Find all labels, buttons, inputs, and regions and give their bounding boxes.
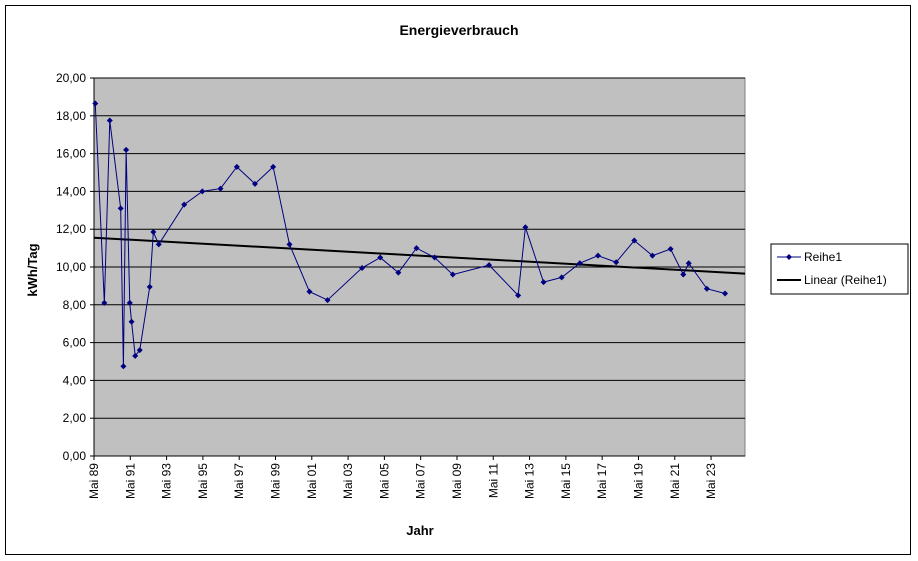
x-tick-label: Mai 97: [232, 463, 246, 499]
chart-title: Energieverbrauch: [399, 22, 518, 38]
data-point: [515, 292, 522, 299]
data-point: [540, 279, 547, 286]
data-point: [146, 283, 153, 290]
data-point: [324, 297, 331, 304]
x-axis-title: Jahr: [406, 523, 433, 538]
data-point: [576, 260, 583, 267]
data-point: [155, 241, 162, 248]
legend-marker-reihe1: [786, 254, 792, 260]
x-tick-label: Mai 99: [268, 463, 282, 499]
y-tick-label: 10,00: [56, 260, 86, 274]
legend: Reihe1 Linear (Reihe1): [770, 243, 909, 295]
y-tick-label: 6,00: [63, 336, 87, 350]
data-point: [217, 185, 224, 192]
data-point: [286, 241, 293, 248]
data-point: [413, 245, 420, 252]
data-point: [117, 205, 124, 212]
data-point: [306, 288, 313, 295]
y-tick-label: 14,00: [56, 184, 86, 198]
gridlines: [94, 77, 745, 419]
data-point: [128, 318, 135, 325]
x-tick-label: Mai 01: [305, 463, 319, 499]
x-tick-label: Mai 91: [123, 463, 137, 499]
data-point: [181, 201, 188, 208]
y-tick-label: 20,00: [56, 71, 86, 85]
data-point: [522, 224, 529, 231]
x-tick-label: Mai 05: [377, 463, 391, 499]
x-tick-label: Mai 19: [631, 463, 645, 499]
x-tick-label: Mai 09: [450, 463, 464, 499]
chart-svg: Energieverbrauch 0,00 2,00 4,00 6,00 8,00 10,…: [25, 22, 909, 538]
x-tick-label: Mai 21: [668, 463, 682, 499]
y-tick-label: 8,00: [63, 298, 87, 312]
data-point: [631, 237, 638, 244]
data-point: [123, 146, 130, 153]
x-tick-label: Mai 13: [523, 463, 537, 499]
data-point: [132, 352, 139, 359]
legend-label-reihe1: Reihe1: [804, 250, 842, 264]
data-point: [136, 347, 143, 354]
x-axis-ticks: Mai 89 Mai 91 Mai 93 Mai 95 Mai 97 Mai 99 Mai …: [87, 456, 718, 499]
data-point: [251, 180, 258, 187]
data-point: [270, 163, 277, 170]
data-point: [359, 264, 366, 271]
x-tick-label: Mai 11: [486, 463, 500, 498]
y-axis-title: kWh/Tag: [25, 243, 40, 296]
data-point: [101, 299, 108, 306]
series-reihe1: [92, 100, 729, 370]
data-point: [92, 100, 99, 107]
y-tick-label: 12,00: [56, 222, 86, 236]
data-point: [680, 271, 687, 278]
data-point: [722, 290, 729, 297]
y-tick-label: 4,00: [63, 373, 87, 387]
data-point: [558, 274, 565, 281]
data-point: [703, 285, 710, 292]
trendline-line: [93, 236, 746, 275]
x-tick-label: Mai 95: [196, 463, 210, 499]
y-tick-label: 2,00: [63, 411, 87, 425]
data-point: [486, 262, 493, 269]
data-point: [395, 269, 402, 276]
data-point: [106, 117, 113, 124]
data-point: [667, 246, 674, 253]
legend-box: [770, 243, 909, 295]
y-tick-label: 16,00: [56, 147, 86, 161]
trendline: [93, 236, 746, 275]
data-point: [594, 252, 601, 259]
x-tick-label: Mai 93: [160, 463, 174, 499]
x-tick-label: Mai 15: [559, 463, 573, 499]
x-tick-label: Mai 07: [414, 463, 428, 499]
data-point: [199, 188, 206, 195]
data-point: [233, 163, 240, 170]
data-point: [613, 259, 620, 266]
data-point: [449, 271, 456, 278]
y-tick-label: 0,00: [63, 449, 87, 463]
x-tick-label: Mai 03: [341, 463, 355, 499]
chart-frame: Energieverbrauch 0,00 2,00 4,00 6,00 8,00 10,…: [5, 5, 911, 555]
data-point: [120, 363, 127, 370]
data-point: [685, 260, 692, 267]
data-point: [649, 252, 656, 259]
x-tick-label: Mai 89: [87, 463, 101, 499]
y-tick-label: 18,00: [56, 109, 86, 123]
x-tick-label: Mai 17: [595, 463, 609, 499]
data-point: [150, 229, 157, 236]
x-tick-label: Mai 23: [704, 463, 718, 499]
legend-label-linear: Linear (Reihe1): [804, 273, 887, 287]
